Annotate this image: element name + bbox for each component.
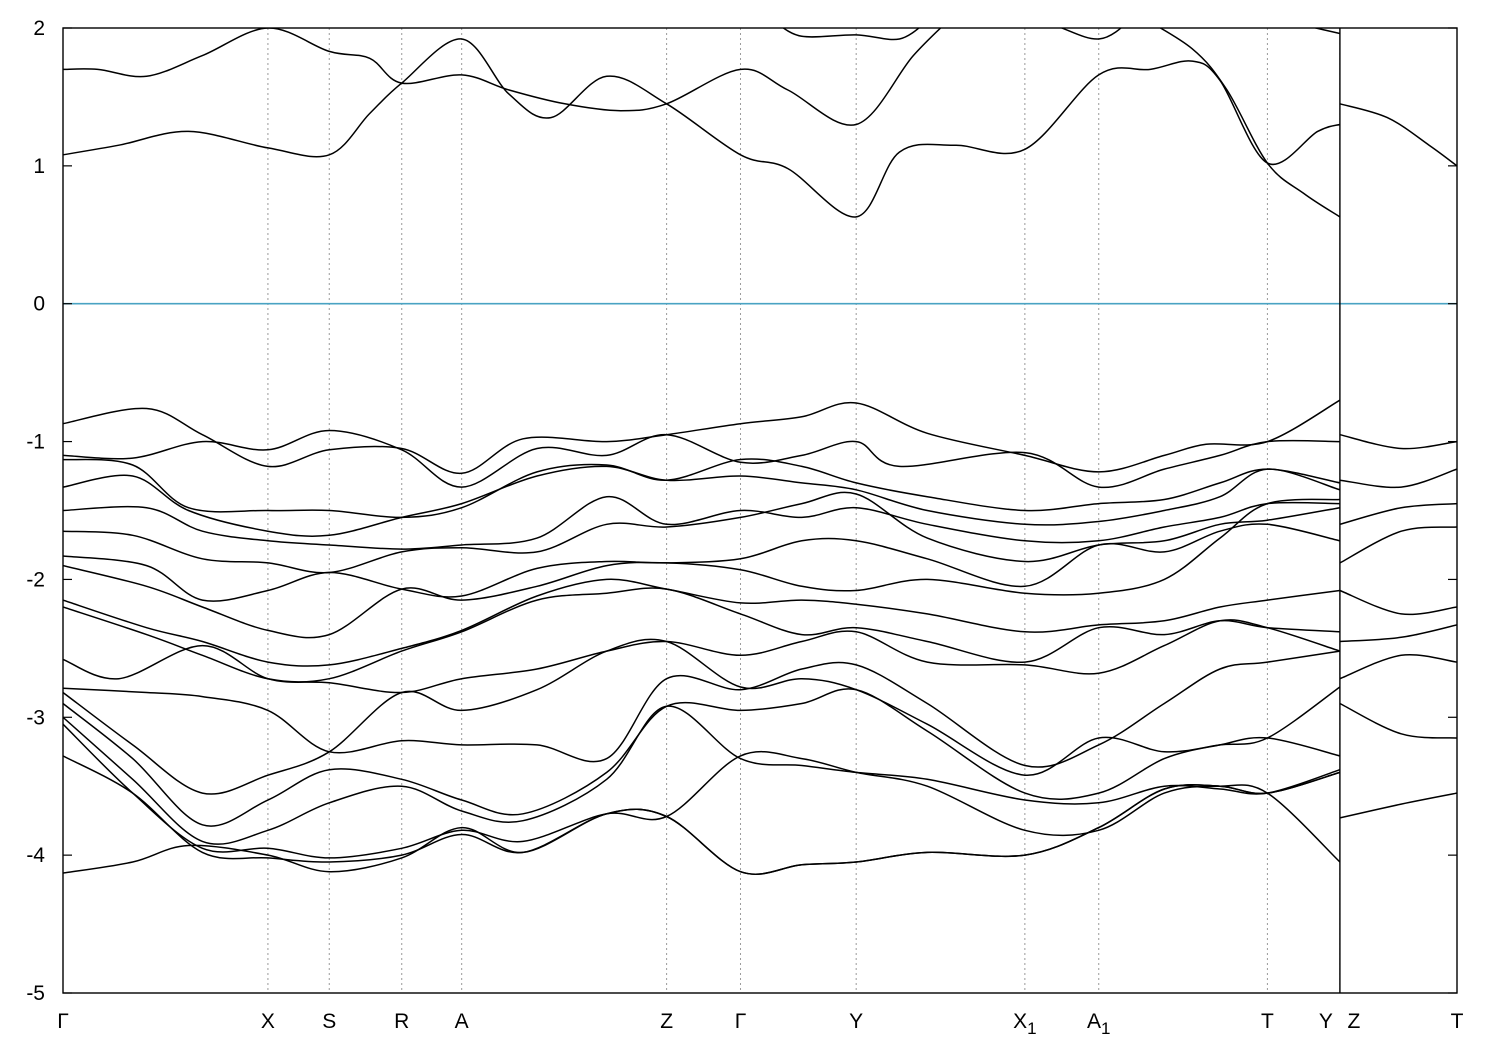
valence-band-line	[1339, 653, 1457, 680]
valence-band-line	[1339, 433, 1457, 450]
kpoint-label: Y	[1319, 1010, 1333, 1033]
y-axis: 2 1 0 -1 -2 -3 -4 -5	[26, 17, 1457, 1005]
kpoint-label: Z	[1347, 1010, 1360, 1033]
kpoint-label: A1	[1087, 1010, 1110, 1038]
valence-band-line	[63, 458, 1341, 519]
y-tick-label: 0	[33, 293, 45, 316]
conduction-band-line	[63, 38, 1341, 218]
valence-band-line	[63, 755, 1341, 875]
valence-band-line	[63, 587, 1340, 683]
y-tick-label: 2	[33, 17, 45, 40]
valence-band-line	[1339, 624, 1457, 643]
y-tick-label: -2	[26, 568, 45, 591]
valence-band-line	[63, 429, 1340, 489]
valence-band-line	[63, 523, 1341, 602]
valence-band-line	[63, 491, 1341, 574]
kpoint-label-subscript: 1	[1101, 1019, 1110, 1038]
kpoint-gridlines	[267, 28, 1341, 993]
conduction-band-line	[782, 28, 921, 41]
kpoint-label: T	[1451, 1010, 1464, 1033]
valence-band-line	[63, 638, 1341, 795]
y-tick-label: -3	[26, 706, 45, 729]
kpoint-label: R	[394, 1010, 409, 1033]
valence-band-line	[63, 771, 1341, 875]
kpoint-label: S	[322, 1010, 336, 1033]
kpoint-label: Γ	[735, 1010, 747, 1033]
valence-band-line	[63, 495, 1340, 550]
valence-band-line	[63, 705, 1341, 845]
valence-band-line	[63, 399, 1341, 475]
valence-band-line	[1339, 589, 1457, 616]
valence-band-line	[1339, 702, 1457, 739]
x-axis: Γ X S R A Z Γ Y X1 A1 T Y Z T	[57, 1010, 1463, 1038]
y-tick-label: -5	[26, 982, 45, 1005]
conduction-band-line	[1312, 28, 1341, 35]
conduction-band-line	[1339, 103, 1457, 167]
valence-band-line	[63, 498, 1340, 639]
valence-band-line	[63, 578, 1340, 667]
conduction-band-line	[1059, 28, 1123, 40]
kpoint-label: Γ	[57, 1010, 69, 1033]
kpoint-label: Y	[849, 1010, 863, 1033]
conduction-band-line	[63, 28, 942, 126]
kpoint-label: Z	[660, 1010, 673, 1033]
kpoint-label: A	[455, 1010, 469, 1033]
kpoint-label: X	[261, 1010, 275, 1033]
kpoint-label: X1	[1013, 1010, 1036, 1038]
y-tick-label: -1	[26, 431, 45, 454]
valence-band-line	[1339, 792, 1457, 819]
valence-band-line	[63, 723, 1341, 863]
band-curves	[63, 28, 1457, 875]
valence-band-line	[1339, 526, 1457, 564]
valence-band-line	[1339, 502, 1457, 526]
valence-band-line	[63, 650, 1341, 768]
plot-frame	[62, 27, 1458, 994]
kpoint-label-subscript: 1	[1027, 1019, 1036, 1038]
plot-frame-rect	[62, 27, 1458, 994]
y-tick-label: 1	[33, 155, 45, 178]
valence-band-line	[1339, 468, 1457, 489]
valence-band-line	[63, 619, 1341, 694]
valence-band-line	[63, 688, 1341, 827]
kpoint-label: T	[1261, 1010, 1274, 1033]
conduction-band-line	[1159, 28, 1341, 218]
valence-band-line	[63, 465, 1341, 537]
y-tick-label: -4	[26, 844, 45, 867]
